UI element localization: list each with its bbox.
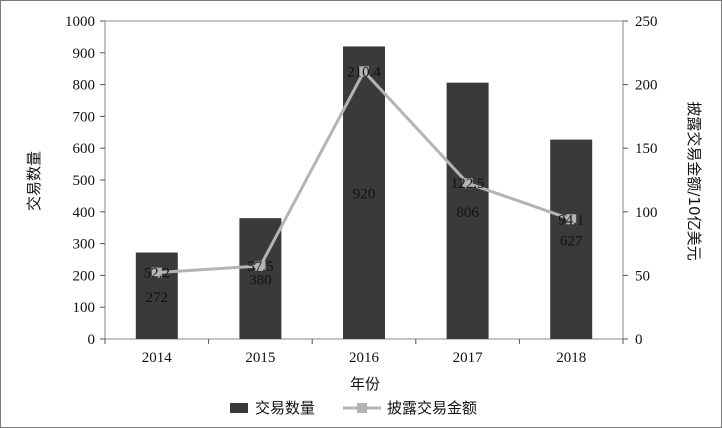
y-tick-label: 500: [73, 173, 96, 189]
bar-value-label: 920: [353, 187, 376, 203]
y-tick-label: 600: [73, 141, 96, 157]
bar: [446, 82, 489, 339]
y2-tick-label: 150: [635, 141, 658, 157]
bar-value-label: 272: [146, 290, 169, 306]
y-tick-label: 1000: [65, 14, 95, 30]
line-value-label: 122.5: [451, 176, 485, 192]
y-tick-label: 200: [73, 268, 96, 284]
line-value-label: 52.2: [144, 266, 170, 282]
y2-tick-label: 100: [635, 205, 658, 221]
line-point: [566, 214, 577, 225]
y-axis-title: 交易数量: [25, 151, 43, 211]
y-tick-label: 800: [73, 78, 96, 94]
y-tick-label: 100: [73, 300, 96, 316]
bar: [135, 252, 178, 339]
y2-tick-label: 0: [635, 332, 643, 348]
line-value-label: 210.4: [347, 64, 381, 80]
axes: 0 100 200 300 400 500 600 700 800 900 1000 0 50 100 15…: [65, 14, 658, 366]
line-point: [151, 267, 162, 278]
x-tick-label: 2017: [453, 350, 484, 366]
legend: 交易数量 披露交易金额: [230, 399, 477, 417]
legend-label-bar: 交易数量: [255, 399, 315, 417]
y-tick-label: 900: [73, 46, 96, 62]
bar-value-label: 806: [456, 205, 479, 221]
y-tick-label: 0: [88, 332, 96, 348]
line-point: [255, 260, 266, 271]
bar-value-label: 380: [249, 273, 272, 289]
legend-marker-line: [357, 403, 367, 413]
x-tick-label: 2016: [349, 350, 380, 366]
legend-label-line: 披露交易金额: [387, 399, 477, 417]
x-tick-label: 2015: [245, 350, 275, 366]
legend-swatch-bar: [230, 403, 248, 413]
y-tick-label: 300: [73, 237, 96, 253]
y2-tick-label: 250: [635, 14, 658, 30]
y2-axis-title: 披露交易金额/10亿美元: [685, 101, 703, 260]
bar-value-label: 627: [560, 233, 583, 249]
x-tick-label: 2018: [556, 350, 586, 366]
y2-tick-label: 200: [635, 78, 658, 94]
y-tick-label: 700: [73, 109, 96, 125]
x-axis-title: 年份: [350, 375, 380, 393]
line-point: [462, 178, 473, 189]
y-tick-label: 400: [73, 205, 96, 221]
y2-tick-label: 50: [635, 268, 650, 284]
bar-series: [135, 46, 593, 339]
x-tick-label: 2014: [142, 350, 173, 366]
data-labels: 272 380 920 806 627 52.2 57.5 210.4 122.5 94.1: [144, 64, 585, 305]
bar: [550, 139, 593, 339]
line-value-label: 57.5: [247, 259, 273, 275]
line-point: [359, 66, 369, 77]
line-series: [151, 66, 577, 278]
line-value-label: 94.1: [558, 212, 584, 228]
